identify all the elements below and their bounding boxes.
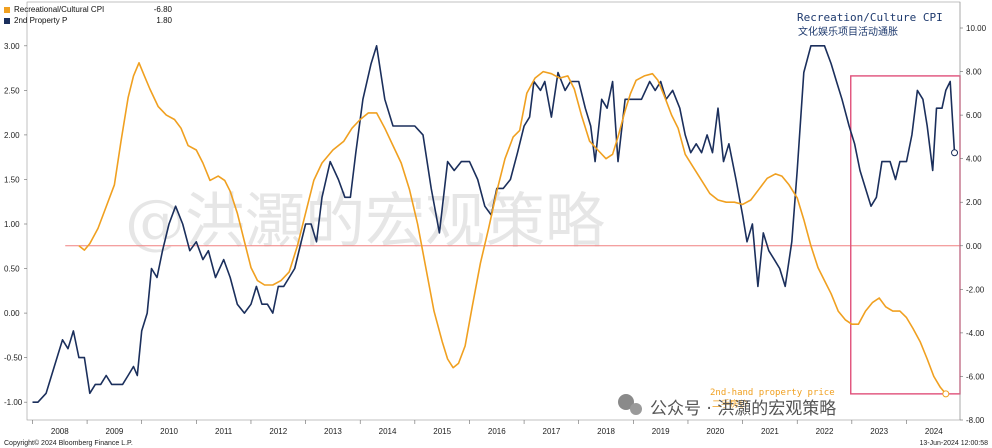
left-tick-label: 1.50: [4, 175, 20, 184]
right-tick-label: 2.00: [966, 198, 982, 207]
x-tick-label: 2020: [706, 427, 724, 436]
x-tick-label: 2016: [488, 427, 506, 436]
left-tick-label: 2.00: [4, 131, 20, 140]
legend-swatch-orange: [4, 6, 10, 13]
legend-value: 1.80: [156, 16, 172, 25]
x-tick-label: 2010: [160, 427, 178, 436]
left-tick-label: 3.00: [4, 42, 20, 51]
legend: Recreational/Cultural CPI -6.80 2nd Prop…: [4, 4, 172, 26]
annotation-property-price-cn: 二手房价: [712, 398, 748, 410]
annotation-recreation-cpi-cn: 文化娱乐项目活动通胀: [798, 25, 898, 38]
watermark: @洪灝的宏观策略: [125, 187, 605, 257]
series-end-marker-0: [951, 149, 959, 157]
right-tick-label: 4.00: [966, 155, 982, 164]
x-tick-label: 2014: [379, 427, 397, 436]
right-axis: 10.00 8.00 6.00 4.00 2.00 0.00 -2.00 -4.00 -6.00…: [959, 2, 987, 425]
series-line-0: [32, 44, 956, 404]
annotation-property-price: 2nd-hand property price: [710, 388, 835, 398]
legend-swatch-navy: [4, 17, 10, 24]
x-tick-label: 2015: [433, 427, 451, 436]
series-layer: [32, 44, 959, 404]
left-tick-label: 2.50: [4, 86, 20, 95]
watermark-text: @洪灝的宏观策略: [125, 187, 605, 257]
right-tick-label: 10.00: [966, 24, 987, 33]
wechat-badge: 公众号 · 洪灝的宏观策略: [618, 394, 836, 419]
left-axis: 3.00 2.50 2.00 1.50 1.00 0.50 0.00 -0.50 -1.00: [4, 42, 27, 407]
left-tick-label: 1.00: [4, 220, 20, 229]
right-tick-label: -8.00: [966, 416, 985, 425]
left-tick-label: 0.50: [4, 265, 20, 274]
right-tick-label: 8.00: [966, 68, 982, 77]
legend-item: 2nd Property P 1.80: [4, 15, 172, 26]
annotation-recreation-cpi: Recreation/Culture CPI: [797, 11, 943, 24]
x-tick-label: 2013: [324, 427, 342, 436]
right-tick-label: -6.00: [966, 372, 985, 381]
x-axis: 2008 2009 2010 2011 2012 2013 2014 2015 2016 2017…: [32, 420, 943, 436]
wechat-icon: [618, 394, 634, 410]
wechat-label: 公众号 · 洪灝的宏观策略: [650, 399, 836, 419]
copyright: Copyright© 2024 Bloomberg Finance L.P.: [4, 439, 133, 447]
series-end-marker-1: [942, 390, 950, 398]
x-tick-label: 2022: [816, 427, 834, 436]
x-tick-label: 2018: [597, 427, 615, 436]
series-line-1: [78, 61, 947, 395]
right-tick-label: 6.00: [966, 111, 982, 120]
highlight-box: [850, 75, 961, 395]
x-tick-label: 2023: [870, 427, 888, 436]
x-tick-label: 2008: [51, 427, 69, 436]
x-tick-label: 2009: [106, 427, 124, 436]
left-tick-label: 0.00: [4, 309, 20, 318]
right-tick-label: -2.00: [966, 285, 985, 294]
left-tick-label: -1.00: [4, 398, 23, 407]
right-tick-label: -4.00: [966, 329, 985, 338]
x-tick-label: 2024: [925, 427, 943, 436]
legend-label: 2nd Property P: [14, 16, 68, 25]
x-tick-label: 2011: [215, 427, 233, 436]
legend-value: -6.80: [153, 5, 172, 14]
left-tick-label: -0.50: [4, 354, 23, 363]
timestamp: 13-Jun-2024 12:00:58: [920, 440, 989, 447]
legend-item: Recreational/Cultural CPI -6.80: [4, 4, 172, 15]
legend-label: Recreational/Cultural CPI: [14, 5, 105, 14]
x-tick-label: 2012: [269, 427, 287, 436]
x-tick-label: 2019: [652, 427, 670, 436]
x-tick-label: 2021: [761, 427, 779, 436]
x-tick-label: 2017: [543, 427, 561, 436]
right-tick-label: 0.00: [966, 242, 982, 251]
